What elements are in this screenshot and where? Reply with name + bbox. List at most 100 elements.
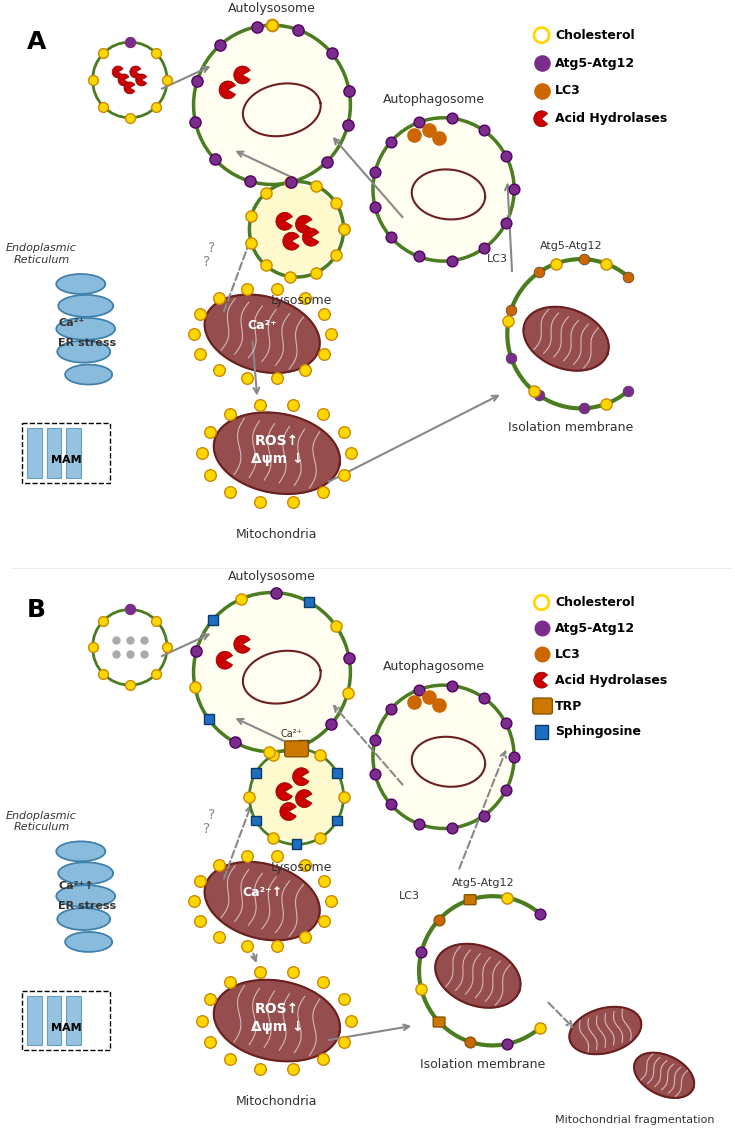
Point xyxy=(195,344,207,363)
Point xyxy=(500,147,512,165)
Text: Acid Hydrolases: Acid Hydrolases xyxy=(556,674,667,686)
Wedge shape xyxy=(234,635,250,653)
Point xyxy=(254,492,266,511)
Point xyxy=(342,684,354,702)
Point xyxy=(299,288,311,307)
Point xyxy=(465,1033,476,1051)
Point xyxy=(204,465,215,483)
Bar xyxy=(22,991,110,1050)
Point xyxy=(338,1033,350,1051)
Point xyxy=(213,288,225,307)
Point xyxy=(318,872,330,890)
Point xyxy=(369,731,381,749)
Point xyxy=(195,304,207,323)
Point xyxy=(150,611,162,629)
Text: ?: ? xyxy=(204,822,211,837)
Text: Cholesterol: Cholesterol xyxy=(556,28,635,42)
Text: Lysosome: Lysosome xyxy=(270,862,332,874)
Point xyxy=(534,1019,545,1037)
Point xyxy=(412,681,424,699)
Polygon shape xyxy=(57,885,115,907)
Point xyxy=(87,71,98,89)
Point xyxy=(187,891,199,910)
Circle shape xyxy=(193,25,351,185)
Point xyxy=(446,252,458,270)
Point xyxy=(446,109,458,128)
Point xyxy=(124,601,136,619)
Point xyxy=(98,98,110,116)
Text: Mitochondria: Mitochondria xyxy=(236,528,318,540)
Point xyxy=(412,815,424,833)
Wedge shape xyxy=(534,111,548,127)
Point xyxy=(124,601,136,619)
Text: LC3: LC3 xyxy=(556,648,581,661)
Text: Ca²⁺↑: Ca²⁺↑ xyxy=(242,886,282,899)
Point xyxy=(150,44,162,63)
Point xyxy=(342,116,354,135)
Wedge shape xyxy=(293,767,309,785)
Point xyxy=(385,228,397,246)
Polygon shape xyxy=(57,841,105,862)
Text: LC3: LC3 xyxy=(556,84,581,97)
Text: Autolysosome: Autolysosome xyxy=(228,570,316,583)
Point xyxy=(412,247,424,266)
Point xyxy=(254,396,266,414)
Point xyxy=(534,386,545,405)
Point xyxy=(235,589,247,608)
Point xyxy=(150,98,162,116)
Point xyxy=(503,311,514,329)
Point xyxy=(299,856,311,874)
Point xyxy=(534,904,545,922)
Point xyxy=(241,937,253,955)
Bar xyxy=(22,423,110,483)
FancyBboxPatch shape xyxy=(533,698,553,714)
Point xyxy=(345,1011,357,1029)
Text: ?: ? xyxy=(204,255,211,269)
Wedge shape xyxy=(283,233,299,250)
Point xyxy=(326,44,337,63)
Text: Mitochondrial fragmentation: Mitochondrial fragmentation xyxy=(555,1115,714,1125)
Text: A: A xyxy=(27,30,46,55)
Point xyxy=(337,220,349,238)
Polygon shape xyxy=(523,307,609,370)
Point xyxy=(204,990,215,1008)
Point xyxy=(385,132,397,150)
Bar xyxy=(251,767,261,777)
Point xyxy=(245,234,257,252)
Point xyxy=(446,819,458,837)
Wedge shape xyxy=(118,74,129,86)
Text: Atg5-Atg12: Atg5-Atg12 xyxy=(556,57,636,70)
Point xyxy=(508,748,520,766)
Point xyxy=(124,645,136,663)
Point xyxy=(98,665,110,683)
Text: Ca²⁺: Ca²⁺ xyxy=(281,728,303,739)
Point xyxy=(124,676,136,694)
Point xyxy=(213,928,225,946)
Point xyxy=(310,177,322,195)
Point xyxy=(415,943,427,961)
Point xyxy=(266,16,278,34)
Point xyxy=(287,396,299,414)
Point xyxy=(508,180,520,198)
Point xyxy=(244,172,256,190)
Text: Endoplasmic
Reticulum: Endoplasmic Reticulum xyxy=(6,243,77,264)
Polygon shape xyxy=(204,862,320,940)
Point xyxy=(270,584,282,602)
Point xyxy=(408,125,420,144)
Polygon shape xyxy=(634,1052,694,1098)
Point xyxy=(225,972,237,991)
Point xyxy=(415,980,427,999)
Polygon shape xyxy=(57,318,115,340)
Point xyxy=(251,17,262,35)
Point xyxy=(195,912,207,930)
Point xyxy=(500,213,512,231)
Point xyxy=(195,872,207,890)
Point xyxy=(578,399,590,417)
Point xyxy=(478,121,490,139)
Point xyxy=(190,113,201,131)
Point xyxy=(318,483,329,502)
Text: ?: ? xyxy=(208,242,215,255)
Point xyxy=(536,645,548,663)
Bar xyxy=(251,815,261,825)
Bar xyxy=(535,725,548,739)
